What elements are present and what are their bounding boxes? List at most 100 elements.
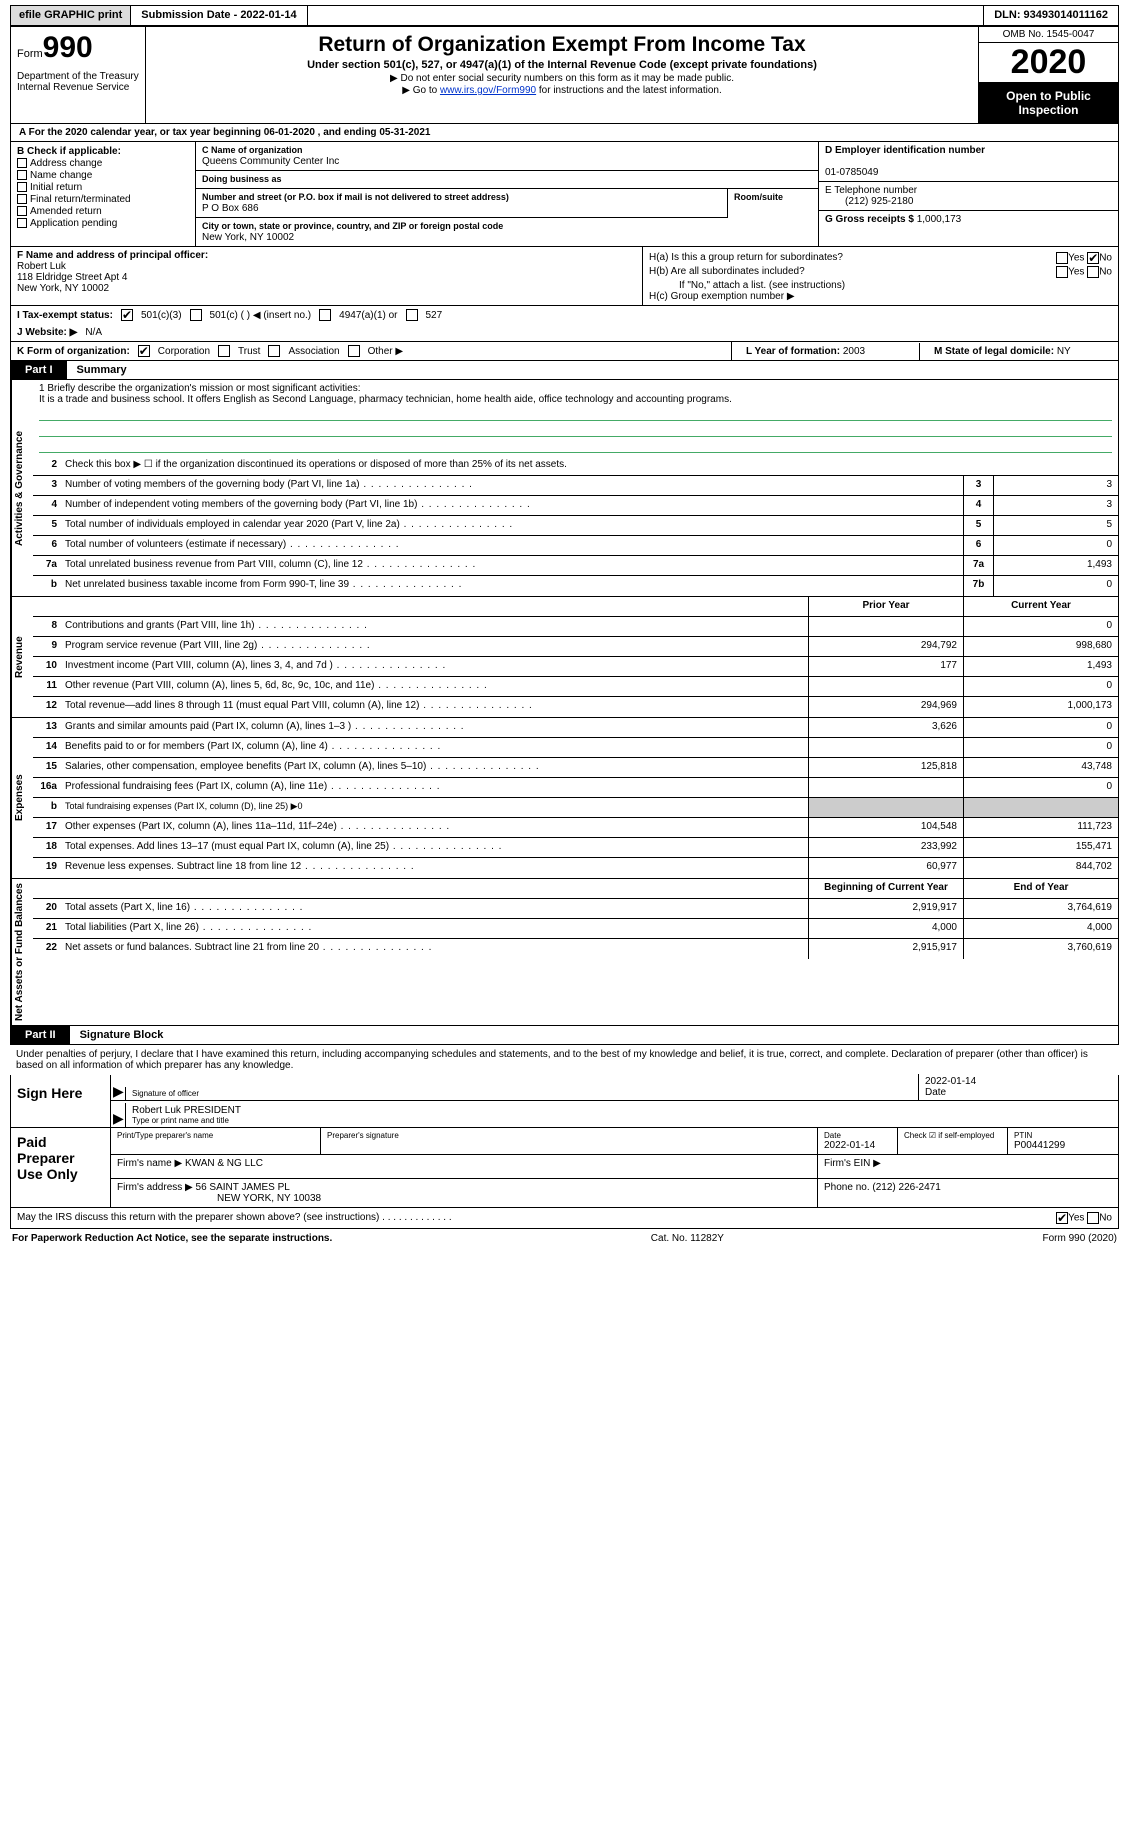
discuss-no[interactable]: [1087, 1212, 1099, 1224]
efile-print-button[interactable]: efile GRAPHIC print: [11, 6, 131, 25]
part-1-title: Summary: [67, 361, 137, 379]
K-label: K Form of organization:: [17, 346, 130, 357]
chk-527[interactable]: [406, 309, 418, 321]
lbl: Firm's EIN ▶: [824, 1158, 881, 1169]
ein-val: 01-0785049: [825, 167, 878, 178]
addr-pair: Number and street (or P.O. box if mail i…: [196, 189, 818, 218]
chk-final-return[interactable]: Final return/terminated: [17, 194, 189, 205]
row-I: I Tax-exempt status: 501(c)(3) 501(c) ( …: [10, 306, 1119, 324]
chk-initial-return[interactable]: Initial return: [17, 182, 189, 193]
governance-body: 1 Briefly describe the organization's mi…: [33, 380, 1118, 596]
M-val: NY: [1057, 346, 1071, 357]
val: 3: [993, 496, 1118, 515]
gov-row: 4 Number of independent voting members o…: [33, 496, 1118, 516]
Ha-no[interactable]: [1087, 252, 1099, 264]
text: Other revenue (Part VIII, column (A), li…: [61, 677, 808, 696]
lbl: PTIN: [1014, 1131, 1112, 1140]
exp-row: 15 Salaries, other compensation, employe…: [33, 758, 1118, 778]
prior: 294,792: [808, 637, 963, 656]
part-1-tag: Part I: [11, 361, 67, 379]
I-o1: 501(c)(3): [141, 310, 182, 321]
text: Salaries, other compensation, employee b…: [61, 758, 808, 777]
gov-row: 3 Number of voting members of the govern…: [33, 476, 1118, 496]
officer-signature-field[interactable]: Signature of officer: [125, 1087, 918, 1100]
text: Investment income (Part VIII, column (A)…: [61, 657, 808, 676]
preparer-sig[interactable]: Preparer's signature: [321, 1128, 818, 1154]
department: Department of the Treasury Internal Reve…: [17, 71, 139, 93]
Hb-label: H(b) Are all subordinates included?: [649, 266, 805, 278]
chk-other[interactable]: [348, 345, 360, 357]
chk-trust[interactable]: [218, 345, 230, 357]
top-bar: efile GRAPHIC print Submission Date - 20…: [10, 5, 1119, 27]
spacer: [308, 6, 984, 25]
city-label: City or town, state or province, country…: [202, 221, 503, 231]
text: Total liabilities (Part X, line 26): [61, 919, 808, 938]
irs-link[interactable]: www.irs.gov/Form990: [440, 85, 536, 96]
H-block: H(a) Is this a group return for subordin…: [643, 247, 1118, 305]
line-ref: 7b: [963, 576, 993, 596]
Ha-yes[interactable]: [1056, 252, 1068, 264]
col-B: B Check if applicable: Address change Na…: [11, 142, 196, 246]
paperwork-notice: For Paperwork Reduction Act Notice, see …: [12, 1233, 332, 1244]
Hb-no[interactable]: [1087, 266, 1099, 278]
text: Total number of individuals employed in …: [61, 516, 963, 535]
period-line: A For the 2020 calendar year, or tax yea…: [10, 124, 1119, 142]
mission-block: 1 Briefly describe the organization's mi…: [33, 380, 1118, 456]
chk-501c3[interactable]: [121, 309, 133, 321]
gov-row: 2 Check this box ▶ ☐ if the organization…: [33, 456, 1118, 476]
K-o2: Trust: [238, 346, 260, 357]
num: 22: [33, 939, 61, 959]
rev-header-row: Prior Year Current Year: [33, 597, 1118, 617]
blank: [61, 597, 808, 616]
M-cell: M State of legal domicile: NY: [928, 343, 1118, 360]
chk-name-change[interactable]: Name change: [17, 170, 189, 181]
L-label: L Year of formation:: [746, 346, 840, 357]
firm-ein: Firm's EIN ▶: [818, 1155, 1118, 1178]
prior: 104,548: [808, 818, 963, 837]
line-ref: 7a: [963, 556, 993, 575]
exp-row: 18 Total expenses. Add lines 13–17 (must…: [33, 838, 1118, 858]
chk-4947[interactable]: [319, 309, 331, 321]
sig-date-field: 2022-01-14Date: [918, 1074, 1118, 1100]
mission-line-2: [39, 421, 1112, 437]
chk-application-pending[interactable]: Application pending: [17, 218, 189, 229]
year-box: OMB No. 1545-0047 2020 Open to Public In…: [978, 27, 1118, 123]
prior: [808, 738, 963, 757]
chk-assoc[interactable]: [268, 345, 280, 357]
submission-date: Submission Date - 2022-01-14: [131, 6, 307, 25]
M-label: M State of legal domicile:: [934, 346, 1054, 357]
lbl: Date: [925, 1087, 946, 1098]
mission-q: 1 Briefly describe the organization's mi…: [39, 383, 1112, 394]
curr: 111,723: [963, 818, 1118, 837]
chk-501c[interactable]: [190, 309, 202, 321]
net-body: Beginning of Current Year End of Year 20…: [33, 879, 1118, 1025]
num: 15: [33, 758, 61, 777]
chk-amended[interactable]: Amended return: [17, 206, 189, 217]
discuss-answer: Yes No: [1056, 1212, 1112, 1224]
num: 11: [33, 677, 61, 696]
form-subtitle: Under section 501(c), 527, or 4947(a)(1)…: [156, 59, 968, 71]
val: P00441299: [1014, 1140, 1065, 1151]
text: Total expenses. Add lines 13–17 (must eq…: [61, 838, 808, 857]
form-title: Return of Organization Exempt From Incom…: [156, 33, 968, 57]
form-title-box: Return of Organization Exempt From Incom…: [146, 27, 978, 123]
K-o4: Other ▶: [368, 346, 403, 357]
prep-row-1: Print/Type preparer's name Preparer's si…: [111, 1128, 1118, 1155]
yes: Yes: [1068, 1213, 1084, 1224]
val: 56 SAINT JAMES PL: [196, 1182, 290, 1193]
Hb-yes[interactable]: [1056, 266, 1068, 278]
discuss-yes[interactable]: [1056, 1212, 1068, 1224]
Ha-label: H(a) Is this a group return for subordin…: [649, 252, 843, 264]
paid-preparer-fields: Print/Type preparer's name Preparer's si…: [111, 1128, 1118, 1207]
K-o3: Association: [288, 346, 339, 357]
no-lbl2: No: [1099, 267, 1112, 278]
gross-label: G Gross receipts $: [825, 214, 914, 225]
chk-corp[interactable]: [138, 345, 150, 357]
arrow-icon: ▶: [111, 1083, 125, 1100]
chk-address-change[interactable]: Address change: [17, 158, 189, 169]
val: 1,493: [993, 556, 1118, 575]
text: Net unrelated business taxable income fr…: [61, 576, 963, 596]
txt: May the IRS discuss this return with the…: [17, 1212, 379, 1223]
revenue-body: Prior Year Current Year 8 Contributions …: [33, 597, 1118, 717]
F-name: Robert Luk: [17, 261, 66, 272]
